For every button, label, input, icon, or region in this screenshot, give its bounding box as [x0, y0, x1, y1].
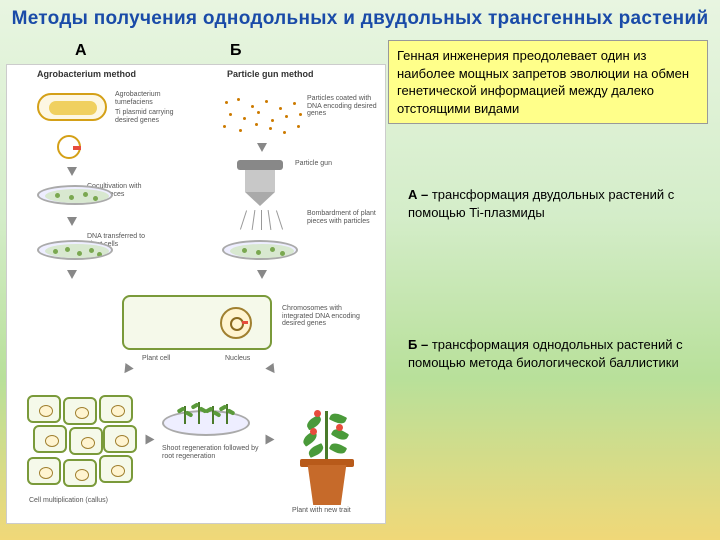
label-bombard: Bombardment of plant pieces with particl… [307, 210, 379, 225]
legend-a-text: трансформация двудольных растений с помо… [408, 187, 674, 220]
diagram-col-a-title: Agrobacterium method [37, 69, 136, 79]
label-callus: Cell multiplication (callus) [29, 497, 139, 505]
label-tiplasmid: Ti plasmid carrying desired genes [115, 109, 185, 124]
column-label-a: А [75, 42, 87, 60]
legend-b: Б – трансформация однодольных растений с… [408, 336, 708, 372]
arrow-icon [257, 143, 267, 152]
nucleus-icon [220, 307, 252, 339]
methods-diagram: Agrobacterium method Particle gun method… [6, 64, 386, 524]
particles-icon [217, 95, 307, 135]
plant-cell-icon [122, 295, 272, 350]
label-particles: Particles coated with DNA encoding desir… [307, 95, 379, 118]
petri-b1-icon [222, 240, 298, 260]
shoots-icon [162, 410, 250, 436]
callus-icon [27, 395, 137, 490]
content-area: А Б Генная инженерия преодолевает один и… [0, 36, 720, 536]
column-label-b: Б [230, 42, 242, 60]
arrow-icon [67, 270, 77, 279]
legend-a-label: А – [408, 187, 432, 202]
label-agro: Agrobacterium tumefaciens [115, 91, 175, 106]
arrow-icon [120, 363, 133, 376]
label-plant: Plant with new trait [292, 507, 372, 515]
arrow-icon [67, 167, 77, 176]
petri-a2-icon [37, 240, 113, 260]
ti-plasmid-icon [57, 135, 81, 159]
arrow-icon [266, 435, 275, 445]
intro-highlight-box: Генная инженерия преодолевает один из на… [388, 40, 708, 124]
diagram-col-b-title: Particle gun method [227, 69, 314, 79]
arrow-icon [146, 435, 155, 445]
arrow-icon [67, 217, 77, 226]
agrobacterium-icon [37, 93, 107, 121]
label-shoots: Shoot regeneration followed by root rege… [162, 445, 262, 460]
potted-plant-icon [292, 385, 362, 505]
label-gun: Particle gun [295, 160, 355, 168]
label-nucleus: Nucleus [225, 355, 250, 363]
legend-b-label: Б – [408, 337, 432, 352]
legend-b-text: трансформация однодольных растений с пом… [408, 337, 683, 370]
label-chrom: Chromosomes with integrated DNA encoding… [282, 305, 372, 328]
page-title: Методы получения однодольных и двудольны… [0, 0, 720, 36]
spray-icon [239, 210, 281, 238]
legend-a: А – трансформация двудольных растений с … [408, 186, 708, 222]
arrow-icon [257, 270, 267, 279]
particle-gun-icon [237, 160, 283, 208]
label-plantcell: Plant cell [142, 355, 170, 363]
arrow-icon [265, 363, 278, 376]
petri-a1-icon [37, 185, 113, 205]
